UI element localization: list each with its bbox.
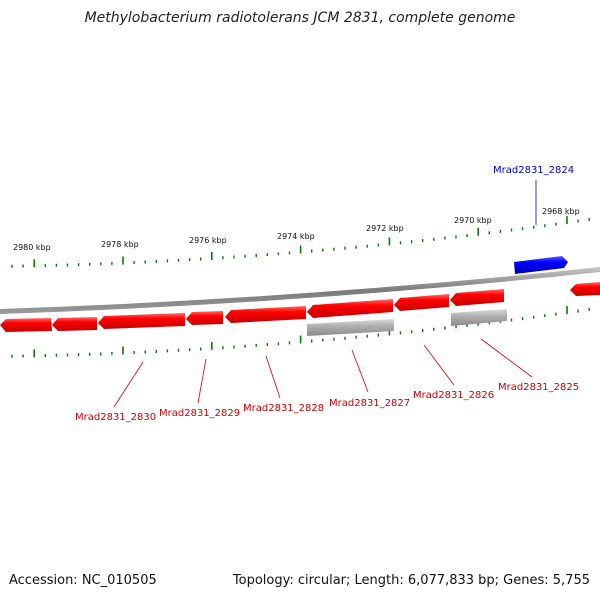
gene-label-mrad2831-2826: Mrad2831_2826 <box>413 390 494 401</box>
label-leader-lines <box>113 180 537 408</box>
scale-label-2972: 2972 kbp <box>366 224 404 233</box>
scale-label-2970: 2970 kbp <box>454 216 492 225</box>
gene-label-mrad2831-2827: Mrad2831_2827 <box>329 398 410 409</box>
genome-title: Methylobacterium radiotolerans JCM 2831,… <box>84 10 516 26</box>
gene-label-mrad2831-2829: Mrad2831_2829 <box>159 408 240 419</box>
scale-label-2980: 2980 kbp <box>13 243 51 252</box>
genome-backbone <box>0 267 600 314</box>
reverse-strand-genes <box>0 282 600 332</box>
gene-labels: Mrad2831_2824 Mrad2831_2825 Mrad2831_282… <box>75 165 579 423</box>
gene-arrow[interactable] <box>0 318 52 332</box>
gene-arrow-mrad2831-2824[interactable] <box>514 256 568 274</box>
accession-text: Accession: NC_010505 <box>9 573 157 588</box>
gene-arrow[interactable] <box>307 299 393 318</box>
gene-label-mrad2831-2825: Mrad2831_2825 <box>498 382 579 393</box>
gene-arrow[interactable] <box>52 317 97 331</box>
scale-label-2968: 2968 kbp <box>542 207 580 216</box>
gene-arrow[interactable] <box>98 313 185 329</box>
gene-label-mrad2831-2830: Mrad2831_2830 <box>75 412 156 423</box>
scale-label-2976: 2976 kbp <box>189 236 227 245</box>
gene-label-mrad2831-2828: Mrad2831_2828 <box>243 403 324 414</box>
gene-arrow[interactable] <box>450 289 504 306</box>
scale-label-2974: 2974 kbp <box>277 232 315 241</box>
rna-gene-block[interactable] <box>451 309 507 326</box>
genome-summary-text: Topology: circular; Length: 6,077,833 bp… <box>232 573 590 588</box>
scale-ticks <box>11 216 590 358</box>
gene-arrow[interactable] <box>394 294 449 311</box>
gene-arrow[interactable] <box>570 282 600 296</box>
scale-labels: 2980 kbp 2978 kbp 2976 kbp 2974 kbp 2972… <box>13 207 580 252</box>
scale-label-2978: 2978 kbp <box>101 240 139 249</box>
gene-arrow[interactable] <box>225 306 306 323</box>
gene-arrow[interactable] <box>186 311 223 325</box>
gene-label-mrad2831-2824: Mrad2831_2824 <box>493 165 574 176</box>
rna-gene-block[interactable] <box>307 319 394 336</box>
